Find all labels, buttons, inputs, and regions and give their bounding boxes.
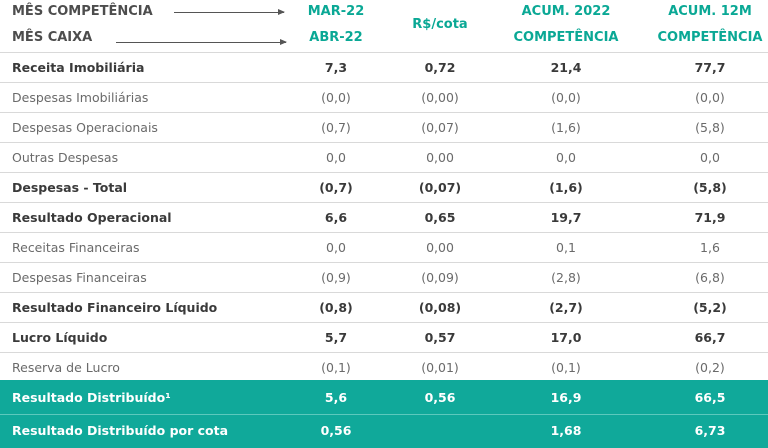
arrow-right-icon xyxy=(174,9,285,15)
table-header: MÊS COMPETÊNCIA MÊS CAIXA MAR-22 ABR-22 … xyxy=(0,0,768,52)
row-value: 1,68 xyxy=(550,423,582,438)
row-value: 6,6 xyxy=(324,210,348,225)
row-value: 5,6 xyxy=(324,390,348,405)
row-label: Despesas Financeiras xyxy=(12,270,147,285)
row-value: 19,7 xyxy=(550,210,582,225)
table-row: Reserva de Lucro (0,1) (0,01) (0,1) (0,2) xyxy=(0,352,768,382)
row-value: 71,9 xyxy=(694,210,726,225)
header-col1-top: MAR-22 xyxy=(307,4,365,19)
table-row: Despesas Imobiliárias (0,0) (0,00) (0,0) (0,… xyxy=(0,82,768,112)
table-row: Despesas Financeiras (0,9) (0,09) (2,8) (6,8… xyxy=(0,262,768,292)
row-value: 7,3 xyxy=(324,60,348,75)
row-value: 0,00 xyxy=(426,240,454,255)
row-value: (0,09) xyxy=(421,270,459,285)
row-value: 16,9 xyxy=(550,390,582,405)
row-value: 0,00 xyxy=(426,150,454,165)
row-value: (0,07) xyxy=(421,120,459,135)
row-label: Receitas Financeiras xyxy=(12,240,140,255)
table-footer: Resultado Distribuído¹ 5,6 0,56 16,9 66,… xyxy=(0,380,768,448)
row-value: (0,2) xyxy=(695,360,725,375)
row-value: 0,0 xyxy=(700,150,720,165)
header-col2: R$/cota xyxy=(412,17,468,32)
row-label: Lucro Líquido xyxy=(12,330,108,345)
row-value: (0,08) xyxy=(418,300,462,315)
row-value: (0,0) xyxy=(551,90,581,105)
row-value: 0,56 xyxy=(424,390,456,405)
row-label: Resultado Operacional xyxy=(12,210,172,225)
row-value: (0,0) xyxy=(695,90,725,105)
header-col3-top: ACUM. 2022 xyxy=(521,4,611,19)
divider xyxy=(0,414,768,415)
row-value: 6,73 xyxy=(694,423,726,438)
row-value: (6,8) xyxy=(695,270,725,285)
row-label: Reserva de Lucro xyxy=(12,360,120,375)
table-row: Resultado Financeiro Líquido (0,8) (0,08) (… xyxy=(0,292,768,322)
row-value: (0,7) xyxy=(321,120,351,135)
row-value: (0,07) xyxy=(418,180,462,195)
row-value: (5,8) xyxy=(693,180,727,195)
header-competence-month-label: MÊS COMPETÊNCIA xyxy=(12,4,153,19)
table-row: Resultado Distribuído por cota 0,56 1,68… xyxy=(0,415,768,447)
row-value: 0,56 xyxy=(320,423,352,438)
row-label: Resultado Distribuído¹ xyxy=(12,390,171,405)
row-label: Resultado Financeiro Líquido xyxy=(12,300,218,315)
row-value: (0,8) xyxy=(319,300,353,315)
header-col1-bottom: ABR-22 xyxy=(309,30,363,45)
table-row: Despesas - Total (0,7) (0,07) (1,6) (5,8) xyxy=(0,172,768,202)
header-col4-bottom: COMPETÊNCIA xyxy=(657,30,763,45)
row-value: (2,8) xyxy=(551,270,581,285)
row-value: 66,5 xyxy=(694,390,726,405)
row-label: Outras Despesas xyxy=(12,150,119,165)
row-value: 5,7 xyxy=(324,330,348,345)
row-value: 0,65 xyxy=(424,210,456,225)
row-value: 66,7 xyxy=(694,330,726,345)
row-value: 0,1 xyxy=(556,240,576,255)
row-value: (0,1) xyxy=(321,360,351,375)
row-value: (5,8) xyxy=(695,120,725,135)
table-row: Receita Imobiliária 7,3 0,72 21,4 77,7 xyxy=(0,52,768,82)
row-label: Despesas Operacionais xyxy=(12,120,158,135)
row-value: (0,1) xyxy=(551,360,581,375)
table-row: Outras Despesas 0,0 0,00 0,0 0,0 xyxy=(0,142,768,172)
row-value: 0,0 xyxy=(556,150,576,165)
row-value: 1,6 xyxy=(700,240,720,255)
row-value: 0,0 xyxy=(326,150,346,165)
row-label: Despesas Imobiliárias xyxy=(12,90,149,105)
table-body: Receita Imobiliária 7,3 0,72 21,4 77,7 Despes… xyxy=(0,52,768,382)
row-value: (1,6) xyxy=(551,120,581,135)
table-row: Receitas Financeiras 0,0 0,00 0,1 1,6 xyxy=(0,232,768,262)
row-value: (0,0) xyxy=(321,90,351,105)
row-label: Receita Imobiliária xyxy=(12,60,145,75)
header-col4-top: ACUM. 12M xyxy=(668,4,752,19)
header-col3-bottom: COMPETÊNCIA xyxy=(513,30,619,45)
arrow-right-icon xyxy=(116,39,287,45)
row-label: Resultado Distribuído por cota xyxy=(12,423,229,438)
row-value: 77,7 xyxy=(694,60,726,75)
row-value: (0,01) xyxy=(421,360,459,375)
row-value: 0,0 xyxy=(326,240,346,255)
row-value: (0,00) xyxy=(421,90,459,105)
row-value: (2,7) xyxy=(549,300,583,315)
row-value: (0,9) xyxy=(321,270,351,285)
table-row: Lucro Líquido 5,7 0,57 17,0 66,7 xyxy=(0,322,768,352)
table-row: Despesas Operacionais (0,7) (0,07) (1,6) (5,… xyxy=(0,112,768,142)
row-value: (0,7) xyxy=(319,180,353,195)
row-value: 0,72 xyxy=(424,60,456,75)
row-value: 21,4 xyxy=(550,60,582,75)
row-value: (5,2) xyxy=(693,300,727,315)
header-cash-month-label: MÊS CAIXA xyxy=(12,30,93,45)
row-value: 17,0 xyxy=(550,330,582,345)
row-value: 0,57 xyxy=(424,330,456,345)
row-value xyxy=(396,415,484,447)
table-row: Resultado Distribuído¹ 5,6 0,56 16,9 66,… xyxy=(0,382,768,414)
table-row: Resultado Operacional 6,6 0,65 19,7 71,9 xyxy=(0,202,768,232)
row-value: (1,6) xyxy=(549,180,583,195)
row-label: Despesas - Total xyxy=(12,180,128,195)
